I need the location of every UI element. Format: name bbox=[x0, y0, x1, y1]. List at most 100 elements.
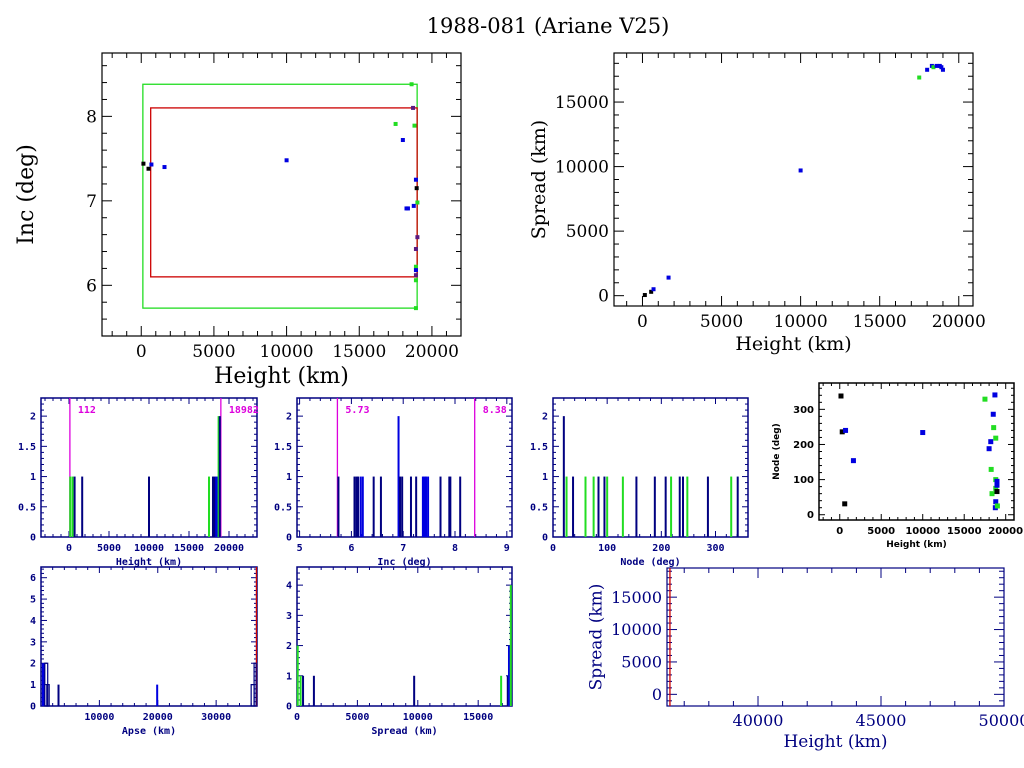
node-histogram-panel: 0 100 200 300 0 0.5 1 1.5 2 Node (deg) bbox=[530, 397, 749, 568]
histogram-bar bbox=[399, 476, 402, 537]
data-point bbox=[413, 273, 418, 278]
data-point bbox=[393, 121, 398, 126]
histogram-bar bbox=[69, 476, 72, 537]
x-tick-label: 10000 bbox=[260, 342, 314, 362]
data-point bbox=[162, 165, 167, 170]
histogram-bar bbox=[449, 476, 452, 537]
limit-marker-label: 112 bbox=[78, 405, 96, 416]
x-tick-label: 15000 bbox=[853, 312, 907, 332]
y-tick-label: 2 bbox=[30, 659, 36, 670]
y-tick-label: 2 bbox=[30, 412, 36, 423]
histogram-bar bbox=[46, 684, 50, 707]
data-point bbox=[939, 65, 944, 70]
x-tick-label: 5000 bbox=[192, 342, 235, 362]
red-limit-box bbox=[150, 107, 418, 278]
histogram-bar bbox=[299, 675, 302, 706]
y-tick-label: 1 bbox=[286, 671, 292, 682]
histogram-bar bbox=[606, 476, 609, 537]
y-tick-label: 10000 bbox=[611, 620, 662, 639]
data-point bbox=[925, 67, 930, 72]
histogram-bar bbox=[730, 476, 733, 537]
limit-marker-label: 18982 bbox=[229, 405, 259, 416]
histogram-bar bbox=[355, 476, 358, 537]
histogram-bar bbox=[409, 476, 412, 537]
y-tick-label: 0 bbox=[286, 702, 292, 713]
x-tick-label: 15000 bbox=[463, 712, 493, 723]
data-point bbox=[149, 162, 154, 167]
y-tick-label: 1.5 bbox=[274, 442, 292, 453]
histogram-bar bbox=[584, 476, 587, 537]
data-point bbox=[413, 264, 418, 269]
y-tick-label: 0 bbox=[807, 510, 814, 521]
data-point bbox=[415, 235, 420, 240]
y-tick-label: 4 bbox=[30, 616, 36, 627]
x-tick-label: 5000 bbox=[345, 712, 369, 723]
y-tick-label: 15000 bbox=[611, 588, 662, 607]
plot-frame bbox=[818, 382, 1015, 521]
histogram-bar bbox=[421, 476, 424, 537]
histogram-bar bbox=[57, 684, 60, 706]
y-tick-label: 1.5 bbox=[18, 442, 36, 453]
x-tick-label: 15000 bbox=[174, 543, 204, 554]
y-tick-label: 2 bbox=[286, 412, 292, 423]
data-point bbox=[940, 67, 945, 72]
y-tick-label: 0 bbox=[30, 533, 36, 544]
y-tick-label: 5000 bbox=[621, 653, 662, 672]
y-tick-label: 0.5 bbox=[18, 502, 36, 513]
data-point bbox=[993, 485, 999, 491]
histogram-bar bbox=[635, 476, 638, 537]
x-tick-label: 8 bbox=[452, 543, 458, 554]
limit-marker-label: 8.38 bbox=[483, 405, 507, 416]
y-tick-label: 2 bbox=[286, 641, 292, 652]
green-limit-box bbox=[142, 83, 418, 309]
histogram-bar bbox=[71, 476, 74, 537]
histogram-bar bbox=[213, 476, 216, 537]
data-point bbox=[931, 65, 936, 70]
histogram-bar bbox=[73, 476, 76, 537]
data-point bbox=[988, 466, 994, 472]
histogram-bar bbox=[41, 663, 45, 706]
data-point bbox=[409, 82, 414, 87]
x-axis-label: Apse (km) bbox=[122, 726, 176, 737]
x-tick-label: 6 bbox=[348, 543, 354, 554]
data-point bbox=[404, 206, 409, 211]
data-point bbox=[649, 289, 654, 294]
x-tick-label: 10000 bbox=[84, 712, 114, 723]
x-tick-label: 10000 bbox=[403, 712, 433, 723]
histogram-bar bbox=[653, 476, 656, 537]
x-tick-label: 10000 bbox=[774, 312, 828, 332]
data-point bbox=[920, 430, 926, 436]
data-point bbox=[666, 275, 671, 280]
histogram-bar bbox=[401, 476, 404, 537]
histogram-bar bbox=[357, 476, 360, 537]
data-point bbox=[850, 458, 856, 464]
x-tick-label: 0 bbox=[836, 526, 843, 537]
histogram-bar bbox=[148, 476, 150, 537]
data-point bbox=[993, 435, 999, 441]
histogram-bar bbox=[565, 476, 568, 537]
data-point bbox=[917, 75, 922, 80]
data-point bbox=[842, 501, 848, 507]
histogram-bar bbox=[208, 476, 210, 537]
histogram-bar bbox=[736, 476, 739, 537]
data-point bbox=[411, 203, 416, 208]
x-axis-label: Height (km) bbox=[116, 556, 182, 568]
x-tick-label: 30000 bbox=[201, 712, 231, 723]
x-axis-label: Height (km) bbox=[214, 364, 349, 389]
x-axis-label: Height (km) bbox=[783, 732, 887, 752]
y-tick-label: 1 bbox=[286, 472, 292, 483]
x-tick-label: 9 bbox=[504, 543, 510, 554]
data-point bbox=[934, 63, 939, 68]
x-axis-label: Height (km) bbox=[735, 333, 851, 355]
y-tick-label: 100 bbox=[793, 475, 814, 486]
x-axis-label: Spread (km) bbox=[371, 726, 437, 737]
data-point bbox=[413, 177, 418, 182]
histogram-bar bbox=[212, 476, 214, 537]
histogram-bar bbox=[592, 476, 595, 537]
histogram-bar bbox=[302, 675, 305, 706]
histogram-bar bbox=[361, 476, 364, 537]
histogram-bar bbox=[425, 476, 427, 537]
histogram-bar bbox=[218, 416, 221, 537]
x-tick-label: 0 bbox=[66, 543, 72, 554]
